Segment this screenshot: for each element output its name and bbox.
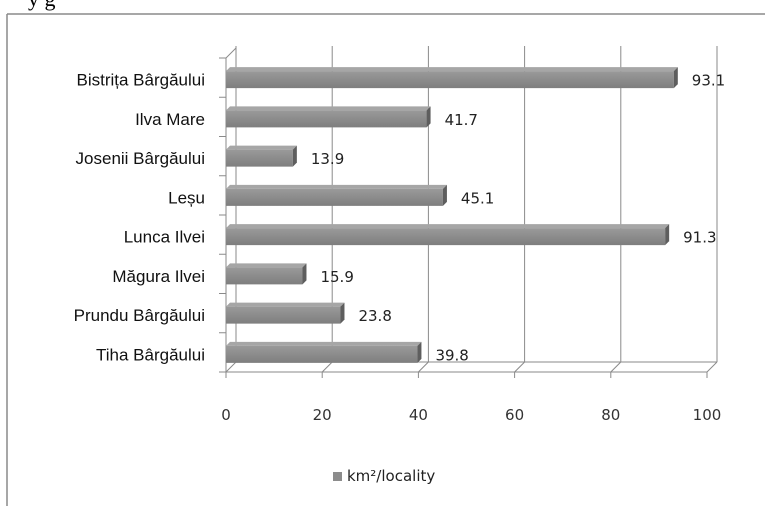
bar-2 — [226, 145, 297, 167]
category-label: Lunca Ilvei — [124, 228, 205, 247]
gridline-depth-20 — [321, 361, 333, 373]
bar-front-face — [226, 306, 341, 324]
category-label: Măgura Ilvei — [112, 267, 205, 286]
bar-4 — [226, 224, 670, 246]
data-label: 93.1 — [692, 72, 725, 90]
legend: km²/locality — [333, 467, 435, 485]
bar-end-face — [292, 145, 297, 167]
data-label: 91.3 — [683, 229, 716, 247]
bar-7 — [226, 341, 422, 363]
gridline-depth-40 — [418, 361, 429, 373]
bar-front-face — [226, 188, 443, 206]
category-label: Josenii Bârgăului — [76, 149, 205, 168]
x-tick-labels: 0 20 40 60 80 100 — [221, 406, 721, 424]
legend-label: km²/locality — [347, 467, 435, 485]
cropped-caption-text: y g — [28, 0, 56, 12]
data-label: 15.9 — [320, 268, 353, 286]
bar-end-face — [442, 184, 447, 206]
bar-front-face — [226, 71, 674, 89]
bar-top-face — [226, 263, 307, 268]
gridline-depth-0 — [225, 361, 237, 373]
x-tick-label: 80 — [601, 406, 620, 424]
bar-end-face — [426, 106, 431, 128]
category-label: Leșu — [168, 188, 205, 207]
x-tick-label: 20 — [313, 406, 332, 424]
x-tick-label: 0 — [221, 406, 231, 424]
data-label: 39.8 — [435, 346, 468, 364]
bar-1 — [226, 106, 431, 128]
data-label: 13.9 — [311, 150, 344, 168]
gridline-depth-60 — [514, 361, 525, 373]
bar-0 — [226, 67, 678, 89]
category-label: Bistrița Bârgăului — [76, 71, 205, 90]
bar-end-face — [665, 224, 670, 246]
x-tick-label: 40 — [409, 406, 428, 424]
x-tick-label: 60 — [505, 406, 524, 424]
gridline-depth-80 — [610, 361, 622, 373]
data-label: 45.1 — [461, 189, 494, 207]
category-label: Tiha Bârgăului — [96, 345, 205, 364]
category-label: Ilva Mare — [135, 110, 205, 129]
bar-3 — [226, 184, 447, 206]
bar-front-face — [226, 110, 427, 128]
bar-6 — [226, 302, 345, 324]
axis-wall-top — [225, 47, 237, 59]
gridlines — [219, 46, 718, 378]
bar-front-face — [226, 149, 293, 167]
data-labels: 93.1 41.7 13.9 45.1 91.3 15.9 23.8 39.8 — [311, 72, 725, 365]
bars — [226, 67, 678, 363]
bar-top-face — [226, 67, 678, 72]
data-label: 23.8 — [358, 307, 391, 325]
bar-front-face — [226, 228, 666, 246]
bar-top-face — [226, 224, 670, 229]
bar-top-face — [226, 341, 422, 346]
bar-front-face — [226, 267, 303, 285]
legend-swatch — [333, 472, 342, 481]
category-labels: Bistrița Bârgăului Ilva Mare Josenii Bârgă… — [74, 71, 205, 365]
bar-front-face — [226, 345, 418, 363]
x-tick-label: 100 — [693, 406, 722, 424]
bar-top-face — [226, 106, 431, 111]
category-label: Prundu Bârgăului — [74, 306, 205, 325]
bar-top-face — [226, 302, 345, 307]
bar-top-face — [226, 145, 297, 150]
bar-top-face — [226, 184, 447, 189]
data-label: 41.7 — [445, 111, 478, 129]
bar-end-face — [673, 67, 678, 89]
gridline-depth-100 — [706, 361, 718, 373]
bar-end-face — [340, 302, 345, 324]
bar-end-face — [417, 341, 422, 363]
bar-5 — [226, 263, 307, 285]
bar-end-face — [302, 263, 307, 285]
